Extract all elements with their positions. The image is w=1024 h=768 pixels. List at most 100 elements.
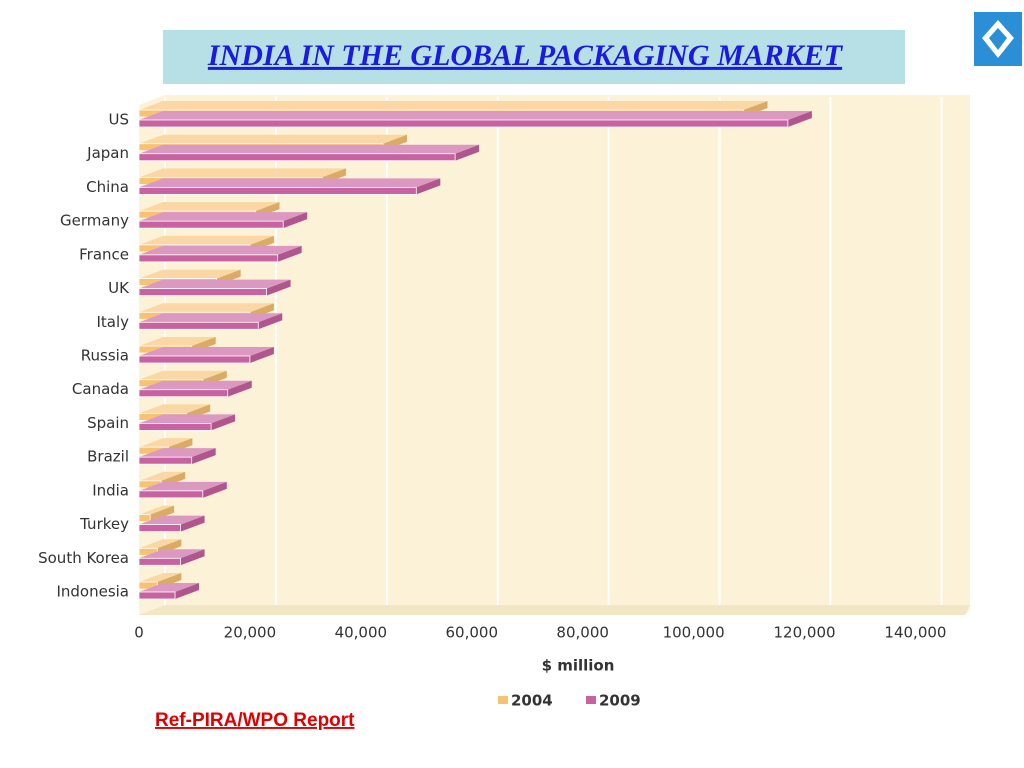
category-label: Russia <box>81 347 129 365</box>
bar-top <box>139 202 280 212</box>
bar-side <box>283 212 308 229</box>
bar <box>138 313 283 330</box>
bar-front <box>138 389 229 398</box>
bar-top <box>139 549 205 559</box>
category-label: Turkey <box>79 515 129 533</box>
bar <box>138 583 200 600</box>
x-tick-label: 80,000 <box>556 624 609 642</box>
category-label: Japan <box>86 144 129 162</box>
bar-top <box>139 438 193 448</box>
bar-front <box>138 514 151 522</box>
bar-top <box>139 144 480 154</box>
bar-side <box>202 481 227 498</box>
category-label: US <box>108 111 129 129</box>
bar-top <box>139 414 236 424</box>
bar-top <box>139 235 274 245</box>
category-label: Spain <box>87 414 129 432</box>
bar <box>138 144 480 162</box>
bar-top <box>139 448 216 458</box>
bar-side <box>150 505 175 522</box>
floor <box>139 605 970 615</box>
bar-front <box>138 524 181 532</box>
slide-title: INDIA IN THE GLOBAL PACKAGING MARKET <box>207 39 844 72</box>
x-tick-label: 140,000 <box>884 624 946 642</box>
x-axis-label: $ million <box>542 657 615 675</box>
bar-top <box>139 337 216 346</box>
source-note: Ref-PIRA/WPO Report <box>155 710 355 731</box>
bar-side <box>787 111 812 127</box>
x-tick-label: 40,000 <box>335 624 388 642</box>
bar-top <box>139 111 812 120</box>
category-label: Germany <box>60 212 129 230</box>
bar-front <box>138 254 279 263</box>
bar <box>138 380 252 398</box>
bar-top <box>139 212 308 222</box>
bar-front <box>138 220 284 229</box>
legend-swatch <box>498 696 508 704</box>
x-tick-label: 0 <box>134 624 144 642</box>
bar-top <box>139 573 182 582</box>
category-label: China <box>86 178 129 196</box>
bar-top <box>139 168 347 178</box>
bar <box>138 245 302 263</box>
bar-side <box>211 414 236 431</box>
plot-background <box>139 95 970 615</box>
bar <box>138 515 205 532</box>
bar-top <box>139 269 241 279</box>
bar-top <box>139 279 291 289</box>
x-tick-label: 20,000 <box>224 624 277 642</box>
bar <box>138 111 812 128</box>
bar-top <box>139 583 200 592</box>
legend-label: 2009 <box>599 692 641 710</box>
category-label: South Korea <box>38 549 129 567</box>
bar-top <box>139 515 205 525</box>
legend-swatch <box>586 696 596 704</box>
bar-top <box>139 303 274 313</box>
bar-top <box>139 471 186 481</box>
x-tick-label: 100,000 <box>663 624 725 642</box>
bar-side <box>266 279 291 296</box>
bar-top <box>139 134 408 144</box>
bar-front <box>138 490 204 499</box>
bar-top <box>139 539 182 549</box>
bar-front <box>138 591 176 600</box>
bar <box>138 347 274 364</box>
bar-top <box>139 404 211 414</box>
category-label: Brazil <box>87 448 129 466</box>
bar-side <box>175 583 200 599</box>
bar-top <box>139 370 227 380</box>
category-label: India <box>92 481 129 499</box>
bar-side <box>227 380 252 397</box>
logo <box>974 12 1022 66</box>
legend-label: 2004 <box>511 692 553 710</box>
bar-side <box>416 178 441 195</box>
bar-front <box>138 355 251 364</box>
bar-top <box>139 178 441 188</box>
bar-top <box>139 101 768 110</box>
bar-top <box>139 380 252 390</box>
bar-top <box>139 505 175 515</box>
bar <box>138 279 291 296</box>
category-label: Canada <box>72 380 129 398</box>
bar-top <box>139 347 274 356</box>
bar-front <box>138 321 259 330</box>
bar-front <box>138 153 456 162</box>
bar <box>138 505 175 522</box>
bar-front <box>138 119 789 128</box>
bar-front <box>138 557 181 566</box>
bar <box>138 481 227 499</box>
title-box <box>163 30 905 84</box>
bar <box>138 178 441 195</box>
bar-front <box>138 187 417 195</box>
bar-top <box>139 245 302 255</box>
bar-side <box>180 549 205 566</box>
bar-side <box>258 313 283 330</box>
bar <box>138 448 216 465</box>
category-label: France <box>79 245 129 263</box>
bar-front <box>138 288 267 296</box>
bar-side <box>191 448 216 465</box>
category-label: Indonesia <box>56 583 129 601</box>
bar-front <box>138 456 193 465</box>
bar-side <box>455 144 480 161</box>
